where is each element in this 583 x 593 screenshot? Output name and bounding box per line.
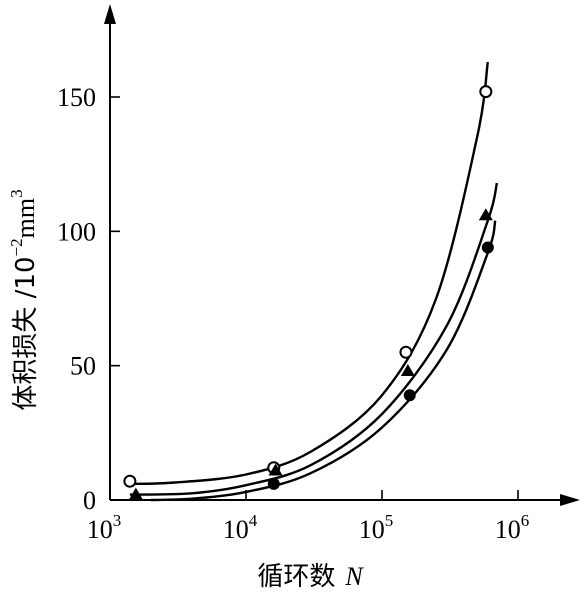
y-axis-title-unit-exp: 3: [7, 189, 26, 198]
curves-layer: [129, 61, 499, 502]
x-tick-label: 103: [87, 511, 122, 544]
y-tick-label: 50: [70, 352, 96, 381]
y-axis-title-unit: mm: [11, 198, 40, 238]
filled-triangle-marker: [400, 364, 415, 377]
series-curve-2: [129, 182, 499, 496]
y-tick-label: 100: [57, 217, 96, 246]
x-tick-label: 105: [359, 511, 394, 544]
x-axis-arrow-icon: [560, 494, 580, 506]
y-tick-label: 0: [83, 486, 96, 515]
y-tick-label: 150: [57, 83, 96, 112]
x-tick-label: 104: [223, 511, 258, 544]
x-axis-title-var: N: [344, 562, 364, 591]
open-circle-marker: [479, 85, 493, 99]
series-curve-3: [150, 220, 497, 502]
x-axis-title-text: 循环数: [257, 562, 335, 592]
series-curve-1: [129, 61, 489, 486]
filled-triangle-marker: [478, 208, 493, 221]
filled-circle-marker: [481, 241, 494, 254]
x-axis-title: 循环数 N: [257, 562, 364, 592]
filled-circle-marker: [403, 389, 416, 402]
filled-triangle-marker: [268, 463, 283, 476]
y-axis-arrow-icon: [104, 4, 116, 24]
y-axis-title-exp: −2: [7, 238, 26, 256]
open-circle-marker: [399, 345, 413, 359]
filled-triangle-marker: [128, 487, 143, 500]
y-axis-title-text: 体积损失 /10: [11, 256, 41, 410]
filled-circle-marker: [267, 477, 280, 490]
open-circle-marker: [123, 474, 137, 488]
ticks-layer: 0 50 100 150 103 104 105 106: [57, 83, 529, 544]
markers-layer: [123, 85, 494, 500]
x-tick-label: 106: [495, 511, 530, 544]
y-axis-title: 体积损失 /10−2mm3: [7, 189, 41, 410]
